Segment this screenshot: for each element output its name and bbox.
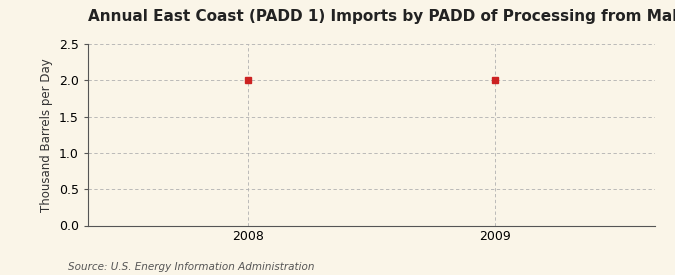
Y-axis label: Thousand Barrels per Day: Thousand Barrels per Day — [40, 58, 53, 212]
Text: Annual East Coast (PADD 1) Imports by PADD of Processing from Malaysia of Crude : Annual East Coast (PADD 1) Imports by PA… — [88, 9, 675, 24]
Text: Source: U.S. Energy Information Administration: Source: U.S. Energy Information Administ… — [68, 262, 314, 272]
